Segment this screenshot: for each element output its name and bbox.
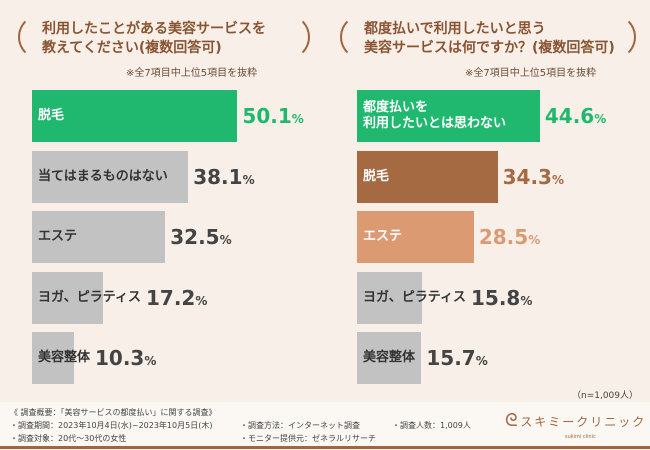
bar-row: エステ 32.5% <box>32 211 332 263</box>
logo: ᘓ スキミークリニック sukimi clinic <box>505 410 647 440</box>
bar-row: 脱毛 50.1% <box>32 90 332 142</box>
bar <box>357 272 422 324</box>
footer: 《 調査概要：「美容サービスの都度払い」に関する調査》 ・調査期間：2023年1… <box>0 402 650 449</box>
bar-label: 都度払いを 利用したいとは思わない <box>363 100 507 131</box>
bar-value: 15.8% <box>471 286 533 310</box>
bar-row: ヨガ、ピラティス 17.2% <box>32 272 332 324</box>
bar-value: 28.5% <box>478 225 541 249</box>
right-note: ※全7項目中上位5項目を抜粋 <box>465 68 597 79</box>
bar-value: 15.7% <box>426 346 488 370</box>
bar-label: 脱毛 <box>363 169 390 184</box>
bar-value: 44.6% <box>544 104 607 128</box>
left-title: 利用したことがある美容サービスを 教えてください(複数回答可) <box>18 14 310 60</box>
bar-label: エステ <box>38 229 78 244</box>
sample-size: （n=1,009人） <box>571 391 638 401</box>
bar <box>32 332 75 384</box>
bar-value: 34.3% <box>502 165 565 189</box>
bar-row: 当てはまるものはない 38.1% <box>32 151 332 203</box>
bar-row: 脱毛 34.3% <box>357 151 650 203</box>
bar-label: ヨガ、ピラティス <box>38 290 141 305</box>
bar <box>357 332 422 384</box>
bar <box>32 272 103 324</box>
bar <box>32 90 238 142</box>
bar-row: 美容整体 10.3% <box>32 332 332 384</box>
bar <box>32 211 166 263</box>
logo-icon: ᘓ <box>505 410 518 431</box>
bar <box>357 90 540 142</box>
bar-value: 10.3% <box>95 346 157 370</box>
bar-value: 32.5% <box>170 225 232 249</box>
right-chart: 都度払いを 利用したいとは思わない 44.6% 脱毛 34.3% エステ 28.… <box>357 90 650 390</box>
bar <box>357 151 498 203</box>
bar-label: 美容整体 <box>363 350 416 365</box>
bar-label: ヨガ、ピラティス <box>363 290 466 305</box>
bar-value: 17.2% <box>146 286 208 310</box>
bar-row: エステ 28.5% <box>357 211 650 263</box>
bar-label: 美容整体 <box>38 350 91 365</box>
bar-value: 50.1% <box>242 104 304 128</box>
bar-row: 美容整体 15.7% <box>357 332 650 384</box>
bar-row: ヨガ、ピラティス 15.8% <box>357 272 650 324</box>
bar <box>32 151 189 203</box>
left-note: ※全7項目中上位5項目を抜粋 <box>126 68 258 79</box>
bar <box>357 211 474 263</box>
bar-label: エステ <box>363 229 403 244</box>
bar-label: 脱毛 <box>38 108 65 123</box>
bar-label: 当てはまるものはない <box>38 169 168 184</box>
left-chart: 脱毛 50.1% 当てはまるものはない 38.1% エステ 32.5% ヨガ、ピ… <box>32 90 332 390</box>
bar-row: 都度払いを 利用したいとは思わない 44.6% <box>357 90 650 142</box>
bar-value: 38.1% <box>193 165 255 189</box>
right-title: 都度払いで利用したいと思う 美容サービスは何ですか？(複数回答可) <box>340 14 636 60</box>
